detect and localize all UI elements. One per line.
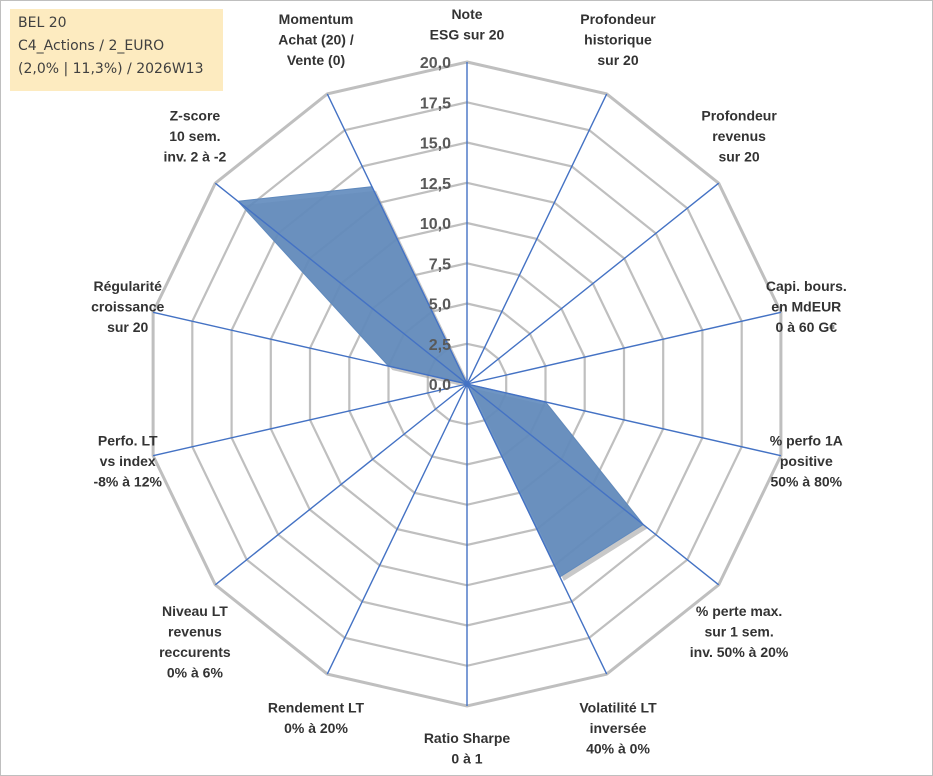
tick-label: 15,0: [420, 136, 451, 153]
axis-label-line: 0% à 20%: [284, 720, 348, 736]
axis-label-line: 0% à 6%: [167, 665, 224, 681]
axis-spoke: [214, 182, 468, 385]
axis-label-line: Régularité: [93, 278, 162, 294]
axis-label-line: Note: [451, 6, 482, 22]
axis-label-line: % perfo 1A: [770, 433, 843, 449]
axis-label-line: 0 à 60 G€: [776, 319, 838, 335]
axis-label-line: 50% à 80%: [770, 474, 842, 490]
tick-label: 0,0: [429, 377, 451, 394]
axis-label-line: inversée: [590, 720, 647, 736]
axis-spoke: [152, 311, 468, 385]
info-index-name: BEL 20: [18, 15, 67, 31]
axis-label-line: inv. 2 à -2: [164, 149, 227, 165]
axis-label-line: croissance: [91, 298, 164, 314]
axis-label-line: Profondeur: [701, 108, 777, 124]
axis-spoke: [466, 311, 782, 385]
axis-label-line: 40% à 0%: [586, 741, 650, 757]
axis-label-line: Vente (0): [287, 52, 345, 68]
axis-label-line: Niveau LT: [162, 603, 228, 619]
axis-label: Niveau LT revenus reccurents 0% à 6%: [159, 603, 231, 681]
axis-label: Régularité croissance sur 20: [91, 278, 164, 335]
axis-label: Volatilité LT inversée 40% à 0%: [579, 700, 657, 757]
axis-label-line: Rendement LT: [268, 700, 365, 716]
axis-label-line: historique: [584, 32, 652, 48]
axis-label-line: Profondeur: [580, 11, 656, 27]
axis-label-line: Ratio Sharpe: [424, 730, 511, 746]
axis-label-line: Momentum: [279, 11, 354, 27]
axis-label-line: Volatilité LT: [579, 700, 657, 716]
info-category: C4_Actions / 2_EURO: [18, 38, 165, 54]
axis-label-line: 10 sem.: [169, 128, 220, 144]
axis-spoke: [466, 383, 782, 457]
tick-label: 20,0: [420, 55, 451, 72]
info-stats-week: (2,0% | 11,3%) / 2026W13: [18, 61, 204, 77]
axis-label-line: vs index: [100, 453, 156, 469]
axis-label: Note ESG sur 20: [430, 6, 505, 43]
axis-label: % perfo 1A positive 50% à 80%: [770, 433, 843, 490]
axis-label-line: en MdEUR: [771, 298, 841, 314]
tick-label: 12,5: [420, 176, 451, 193]
axis-label: Momentum Achat (20) / Vente (0): [278, 11, 354, 68]
axis-label: Rendement LT 0% à 20%: [268, 700, 365, 737]
axis-label-line: Z-score: [170, 108, 221, 124]
axis-spoke: [326, 383, 468, 675]
axis-label-line: % perte max.: [696, 603, 782, 619]
axis-label-line: sur 1 sem.: [704, 624, 773, 640]
axis-label: Z-score 10 sem. inv. 2 à -2: [164, 108, 227, 165]
axis-label-line: Capi. bours.: [766, 278, 847, 294]
axis-label: Capi. bours. en MdEUR 0 à 60 G€: [766, 278, 847, 335]
axis-spoke: [214, 383, 468, 586]
axis-label-line: revenus: [168, 624, 222, 640]
tick-label: 17,5: [420, 95, 451, 112]
axis-spoke: [466, 383, 720, 586]
axis-label: Perfo. LT vs index -8% à 12%: [93, 433, 162, 490]
axis-spoke: [466, 93, 608, 385]
tick-label: 7,5: [429, 256, 451, 273]
axis-spoke: [466, 182, 720, 385]
tick-label: 5,0: [429, 297, 451, 314]
axis-label-line: sur 20: [718, 149, 759, 165]
axis-label-line: -8% à 12%: [93, 474, 162, 490]
axis-label-line: reccurents: [159, 644, 231, 660]
axis-label: Profondeur revenus sur 20: [701, 108, 777, 165]
axis-spoke: [466, 383, 608, 675]
axis-label-line: sur 20: [597, 52, 638, 68]
axis-label: Ratio Sharpe 0 à 1: [424, 730, 511, 767]
axis-label-line: inv. 50% à 20%: [690, 644, 789, 660]
axis-spoke: [152, 383, 468, 457]
info-box: BEL 20 C4_Actions / 2_EURO (2,0% | 11,3%…: [10, 9, 223, 91]
axis-label-line: 0 à 1: [451, 751, 482, 767]
axis-label-line: Achat (20) /: [278, 32, 354, 48]
axis-label-line: revenus: [712, 128, 766, 144]
axis-label-line: Perfo. LT: [98, 433, 158, 449]
axis-label-line: sur 20: [107, 319, 148, 335]
axis-label: % perte max. sur 1 sem. inv. 50% à 20%: [690, 603, 789, 660]
axis-label-line: positive: [780, 453, 833, 469]
axis-label-line: ESG sur 20: [430, 27, 505, 43]
axis-label: Profondeur historique sur 20: [580, 11, 656, 68]
axis-spoke: [326, 93, 468, 385]
tick-label: 2,5: [429, 337, 451, 354]
tick-label: 10,0: [420, 216, 451, 233]
